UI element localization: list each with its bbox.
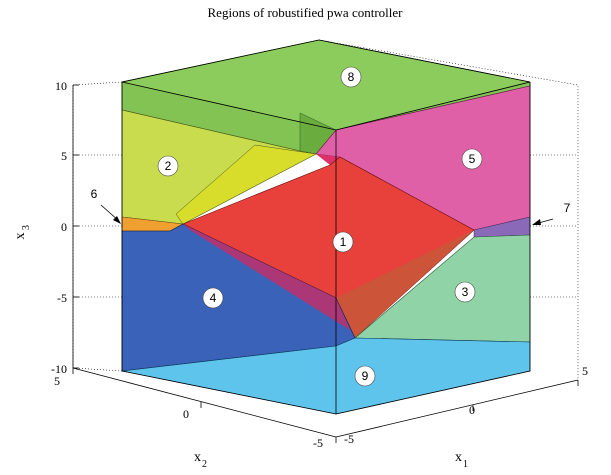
region-marker-8: 8 — [340, 66, 362, 88]
annotations: 6 7 — [91, 187, 571, 225]
x3-tick-label: 5 — [61, 149, 67, 163]
x3-tick-label: -10 — [51, 362, 67, 376]
x1-axis-subscript: 1 — [463, 459, 468, 470]
box-edges — [121, 39, 531, 415]
region-marker-9: 9 — [354, 365, 376, 387]
annotation-7-arrow-head — [532, 219, 541, 225]
x3-axis: 10 5 0 -5 -10 x 3 — [13, 79, 79, 376]
x2-axis-subscript: 2 — [202, 459, 207, 470]
region-marker-1: 1 — [332, 231, 354, 253]
annotation-6-arrow-head — [113, 216, 121, 224]
x3-tick-label: 10 — [55, 79, 67, 93]
x2-tick-label: 0 — [183, 407, 189, 421]
region-label: 5 — [469, 152, 476, 166]
region-marker-5: 5 — [461, 148, 483, 170]
x2-axis: 5 0 -5 x 2 — [54, 367, 337, 470]
x1-tick-label: -5 — [344, 432, 354, 446]
x3-axis-subscript: 3 — [21, 225, 32, 230]
region-marker-3: 3 — [454, 281, 476, 303]
x1-axis: -5 0 5 x 1 — [335, 364, 588, 470]
region-label: 1 — [340, 235, 347, 249]
region-label: 9 — [362, 369, 369, 383]
region-polygons — [121, 39, 531, 415]
annotation-6-label: 6 — [91, 187, 98, 201]
x3-tick-label: -5 — [57, 291, 67, 305]
region-label: 4 — [210, 291, 217, 305]
x2-axis-label: x — [194, 450, 201, 465]
region-1-shade — [336, 230, 474, 338]
region-markers: 8 2 5 1 3 4 9 — [157, 66, 483, 387]
x1-tick-label: 0 — [469, 403, 475, 417]
x1-axis-label: x — [455, 450, 462, 465]
region-5-sliver — [316, 154, 340, 165]
region-4-sliver — [183, 224, 350, 330]
x3-tick-label: 0 — [61, 220, 67, 234]
x2-tick-label: 5 — [54, 374, 60, 388]
x3-axis-label: x — [13, 233, 28, 240]
region-label: 3 — [462, 285, 469, 299]
x2-tick-label: -5 — [313, 436, 323, 450]
x1-tick-label: 5 — [582, 364, 588, 378]
region-marker-2: 2 — [157, 155, 179, 177]
region-label: 8 — [348, 70, 355, 84]
annotation-7-label: 7 — [564, 201, 571, 215]
chart-title: Regions of robustified pwa controller — [208, 5, 404, 20]
region-label: 2 — [165, 159, 172, 173]
region-marker-4: 4 — [202, 287, 224, 309]
